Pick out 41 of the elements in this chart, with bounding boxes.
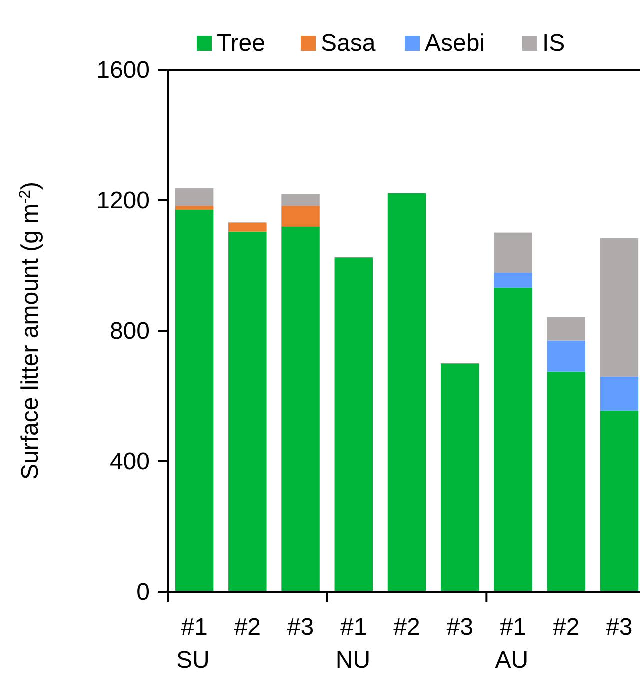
legend-label: Asebi — [425, 30, 486, 57]
y-tick-label: 800 — [110, 318, 150, 345]
legend-label: IS — [542, 30, 566, 57]
x-tick-label: #3 — [606, 614, 633, 641]
x-tick-label: #1 — [500, 614, 527, 641]
bar — [282, 206, 320, 227]
bar — [494, 288, 532, 592]
x-tick-label: #2 — [394, 614, 420, 641]
x-tick-label: #1 — [181, 614, 208, 641]
bar — [547, 317, 586, 341]
bar — [547, 372, 586, 592]
x-tick-label: #2 — [552, 614, 580, 641]
bar — [175, 210, 214, 592]
bar — [334, 258, 374, 592]
bar — [440, 364, 480, 592]
bar — [600, 238, 639, 377]
y-tick-label: 1200 — [96, 188, 150, 214]
y-tick-label: 0 — [136, 579, 150, 606]
bar — [282, 194, 320, 206]
text: NU — [336, 647, 371, 674]
y-tick-label: 1600 — [96, 57, 150, 84]
x-tick-label: #3 — [287, 614, 314, 641]
bar — [388, 193, 426, 592]
bar — [494, 232, 532, 273]
bar — [228, 222, 267, 232]
text: SU — [176, 647, 210, 674]
x-tick-label: #3 — [446, 614, 474, 641]
bar — [494, 272, 532, 288]
bar — [228, 232, 267, 592]
x-tick-label: #1 — [340, 614, 368, 641]
bar — [175, 188, 214, 206]
text: AU — [495, 647, 529, 674]
legend-label: Tree — [217, 30, 266, 57]
bar — [282, 226, 320, 592]
bar — [600, 410, 639, 592]
y-tick-label: 400 — [110, 448, 150, 476]
bar — [547, 340, 586, 372]
bar — [175, 206, 214, 210]
bar — [600, 376, 639, 411]
legend-label: Sasa — [321, 30, 376, 57]
x-tick-label: #2 — [234, 614, 262, 641]
